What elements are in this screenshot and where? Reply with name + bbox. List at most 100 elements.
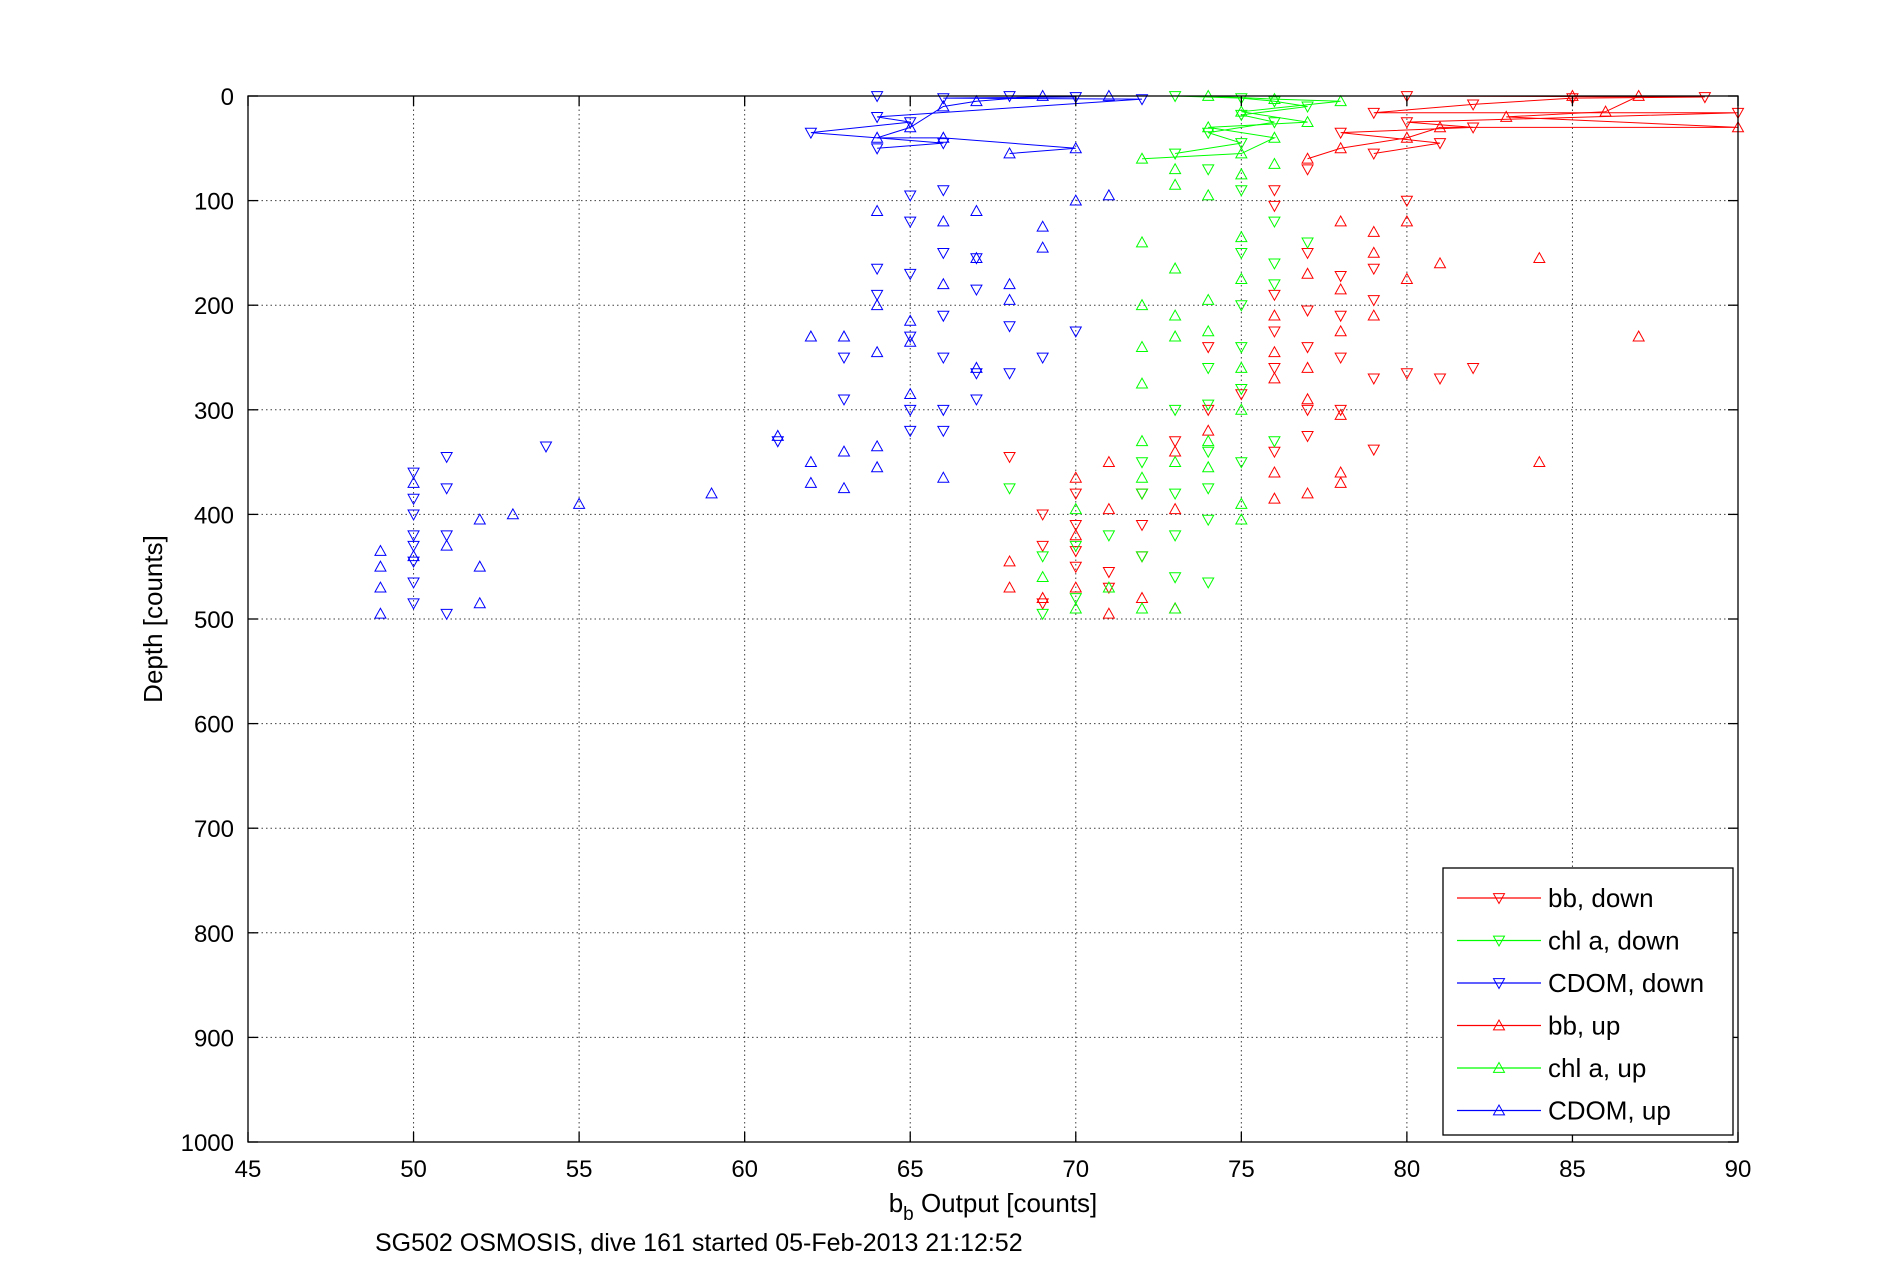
data-point — [1301, 237, 1314, 249]
data-point — [1201, 399, 1215, 412]
series-layer — [374, 89, 1745, 621]
data-point — [970, 361, 983, 373]
data-point — [473, 513, 487, 525]
data-point — [539, 441, 553, 453]
legend-marker — [1492, 978, 1506, 990]
data-point — [1234, 497, 1248, 509]
data-point — [1433, 256, 1447, 269]
data-point — [407, 493, 420, 506]
data-point — [1168, 602, 1182, 614]
data-point — [440, 530, 454, 542]
legend-marker — [1492, 893, 1506, 905]
data-point — [506, 507, 520, 520]
legend-label: bb, up — [1548, 1011, 1620, 1041]
data-point — [1201, 483, 1215, 495]
data-point — [1135, 235, 1149, 248]
data-point — [1268, 131, 1281, 143]
y-axis-label: Depth [counts] — [138, 535, 168, 703]
x-tick-label: 85 — [1559, 1156, 1586, 1183]
data-point — [1334, 324, 1348, 337]
y-tick-label: 900 — [194, 1025, 234, 1052]
data-point — [1433, 120, 1447, 133]
data-point — [1135, 377, 1149, 389]
data-point — [1003, 554, 1016, 567]
data-point — [1036, 608, 1050, 621]
data-point — [1036, 220, 1050, 232]
data-point — [870, 204, 884, 216]
chart-caption: SG502 OSMOSIS, dive 161 started 05-Feb-2… — [375, 1229, 1023, 1257]
data-point — [1334, 94, 1348, 107]
data-point — [870, 131, 884, 143]
y-tick-label: 0 — [221, 84, 234, 111]
legend: bb, down chl a, down CDOM, down bb, up chl a… — [1442, 867, 1734, 1136]
data-point — [1102, 582, 1116, 595]
data-point — [870, 298, 884, 311]
data-point — [1036, 540, 1050, 553]
data-point — [1135, 602, 1149, 614]
data-point — [936, 131, 950, 143]
data-point — [1135, 488, 1149, 501]
data-point — [1168, 178, 1182, 190]
data-point — [1301, 392, 1314, 405]
data-point — [1234, 93, 1248, 105]
data-point — [1135, 340, 1149, 352]
y-tick-label: 700 — [194, 816, 234, 843]
data-point — [1234, 389, 1248, 401]
data-point — [903, 117, 917, 129]
data-point — [903, 404, 917, 417]
data-point — [1301, 404, 1314, 417]
data-point — [837, 352, 851, 365]
data-point — [837, 330, 851, 342]
data-point — [1234, 248, 1248, 260]
legend-item: bb, down — [1457, 883, 1654, 913]
data-point — [903, 425, 917, 438]
data-point — [1234, 105, 1248, 117]
data-point — [837, 445, 851, 457]
data-point — [1069, 141, 1083, 154]
data-point — [1069, 561, 1083, 574]
data-point — [903, 120, 917, 133]
data-point — [936, 352, 950, 365]
data-point — [1334, 271, 1348, 283]
data-point — [1234, 342, 1248, 354]
data-point — [1268, 185, 1281, 197]
data-point — [1234, 147, 1248, 159]
data-point — [1135, 519, 1149, 532]
data-point — [1201, 127, 1215, 140]
data-point — [870, 345, 884, 358]
data-point — [1003, 368, 1016, 380]
data-point — [1168, 148, 1182, 161]
data-point — [1069, 602, 1083, 614]
data-point — [1168, 502, 1182, 515]
x-axis-label-rest: Output [counts] — [914, 1188, 1098, 1218]
data-point — [1433, 373, 1447, 385]
data-point — [1003, 321, 1016, 333]
data-point — [374, 544, 387, 556]
data-point — [407, 530, 420, 542]
data-point — [771, 436, 785, 448]
legend-item: chl a, up — [1457, 1053, 1646, 1083]
data-point — [440, 539, 454, 551]
data-point — [1036, 509, 1050, 521]
data-point — [1168, 530, 1182, 542]
data-point — [1268, 363, 1281, 375]
data-point — [407, 549, 420, 562]
y-tick-label: 400 — [194, 502, 234, 529]
data-point — [771, 429, 785, 441]
data-point — [1268, 258, 1281, 270]
data-point — [1234, 457, 1248, 469]
data-point — [903, 335, 917, 347]
legend-item: bb, up — [1457, 1011, 1620, 1041]
data-point — [1400, 214, 1414, 227]
data-point — [1334, 282, 1348, 295]
series-4 — [1036, 89, 1348, 614]
data-point — [837, 394, 851, 406]
data-point — [970, 394, 983, 406]
data-point — [936, 138, 950, 150]
data-point — [804, 455, 818, 467]
legend-label: CDOM, down — [1548, 968, 1704, 998]
data-point — [1466, 363, 1480, 375]
data-point — [1499, 110, 1513, 122]
data-point — [1135, 551, 1149, 563]
data-point — [1003, 581, 1016, 593]
